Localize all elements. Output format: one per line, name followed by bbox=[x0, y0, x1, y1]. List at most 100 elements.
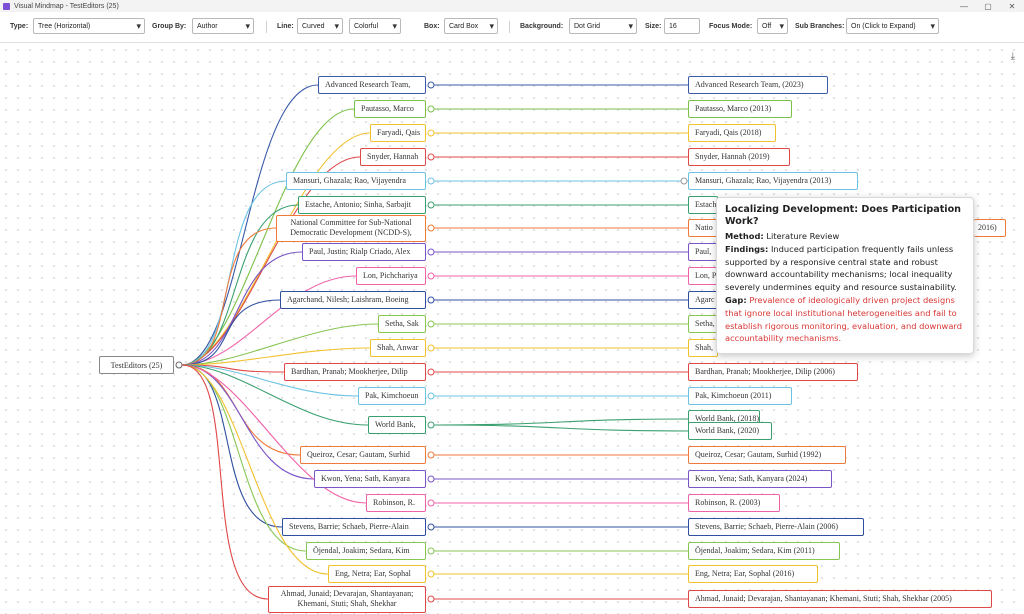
size-input[interactable]: 16 bbox=[664, 18, 700, 34]
group-node[interactable]: Bardhan, Pranab; Mookherjee, Dilip bbox=[284, 363, 426, 381]
child-node[interactable]: Advanced Research Team, (2023) bbox=[688, 76, 828, 94]
mindmap-canvas[interactable]: ⤓ TestEditors (25) Advanced Research Tea… bbox=[0, 44, 1024, 614]
group-node[interactable]: Stevens, Barrie; Schaeb, Pierre-Alain bbox=[282, 518, 426, 536]
child-node[interactable]: Snyder, Hannah (2019) bbox=[688, 148, 790, 166]
background-select[interactable]: Dot Grid bbox=[569, 18, 637, 34]
expand-handle[interactable] bbox=[427, 177, 435, 185]
tooltip-gap: Gap: Prevalence of ideologically driven … bbox=[725, 294, 962, 344]
expand-handle[interactable] bbox=[427, 523, 435, 531]
child-node[interactable]: Robinson, R. (2003) bbox=[688, 494, 780, 512]
expand-handle[interactable] bbox=[427, 595, 435, 603]
group-node[interactable]: Pak, Kimchoeun bbox=[358, 387, 426, 405]
expand-handle[interactable] bbox=[427, 570, 435, 578]
child-node[interactable]: Ahmad, Junaid; Devarajan, Shantayanan; K… bbox=[688, 590, 992, 608]
group-node[interactable]: Lon, Pichchariya bbox=[356, 267, 426, 285]
group-node[interactable]: Mansuri, Ghazala; Rao, Vijayendra bbox=[286, 172, 426, 190]
expand-handle[interactable] bbox=[427, 451, 435, 459]
expand-handle[interactable] bbox=[680, 177, 688, 185]
group-node[interactable]: Shah, Anwar bbox=[370, 339, 426, 357]
child-node[interactable]: 2016) bbox=[974, 219, 1006, 237]
toolbar-separator bbox=[266, 21, 267, 33]
child-node[interactable]: Bardhan, Pranab; Mookherjee, Dilip (2006… bbox=[688, 363, 858, 381]
child-node[interactable]: Faryadi, Qais (2018) bbox=[688, 124, 776, 142]
tooltip-method: Method: Literature Review bbox=[725, 231, 840, 241]
group-node[interactable]: Pautasso, Marco bbox=[354, 100, 426, 118]
link-line bbox=[181, 364, 367, 504]
child-node[interactable]: Pak, Kimchoeun (2011) bbox=[688, 387, 792, 405]
expand-handle[interactable] bbox=[427, 296, 435, 304]
expand-handle[interactable] bbox=[427, 368, 435, 376]
link-line bbox=[181, 323, 379, 366]
root-node[interactable]: TestEditors (25) bbox=[99, 356, 174, 374]
link-line bbox=[181, 364, 329, 575]
focus-mode-select[interactable]: Off bbox=[757, 18, 788, 34]
child-node[interactable]: Kwon, Yena; Sath, Kanyara (2024) bbox=[688, 470, 832, 488]
child-node[interactable]: Öjendal, Joakim; Sedara, Kim (2011) bbox=[688, 542, 840, 560]
expand-handle[interactable] bbox=[427, 320, 435, 328]
child-node[interactable]: World Bank, (2020) bbox=[688, 422, 772, 440]
link-line bbox=[433, 424, 689, 432]
group-node[interactable]: Faryadi, Qais bbox=[370, 124, 426, 142]
group-node[interactable]: Kwon, Yena; Sath, Kanyara bbox=[314, 470, 426, 488]
child-node[interactable]: Paul, bbox=[688, 243, 718, 261]
tooltip-title: Localizing Development: Does Participati… bbox=[725, 204, 962, 227]
minimize-button[interactable]: — bbox=[960, 1, 968, 11]
expand-handle[interactable] bbox=[427, 153, 435, 161]
line-color-select[interactable]: Colorful bbox=[349, 18, 401, 34]
link-line bbox=[181, 251, 303, 366]
close-button[interactable]: ✕ bbox=[1008, 1, 1016, 11]
child-node[interactable]: Natio bbox=[688, 219, 718, 237]
box-select[interactable]: Card Box bbox=[444, 18, 498, 34]
toolbar: Type: Tree (Horizontal) Group By: Author… bbox=[0, 12, 1024, 43]
group-node[interactable]: Öjendal, Joakim; Sedara, Kim bbox=[306, 542, 426, 560]
group-node[interactable]: Robinson, R. bbox=[366, 494, 426, 512]
type-label: Type: bbox=[10, 23, 29, 30]
child-node[interactable]: Eng, Netra; Ear, Sophal (2016) bbox=[688, 565, 818, 583]
expand-handle[interactable] bbox=[427, 81, 435, 89]
type-select[interactable]: Tree (Horizontal) bbox=[33, 18, 145, 34]
group-by-label: Group By: bbox=[152, 23, 187, 30]
expand-handle[interactable] bbox=[427, 248, 435, 256]
child-node[interactable]: Pautasso, Marco (2013) bbox=[688, 100, 792, 118]
download-icon[interactable]: ⤓ bbox=[1010, 51, 1015, 62]
app-icon bbox=[3, 2, 10, 10]
expand-handle[interactable] bbox=[427, 547, 435, 555]
group-node[interactable]: World Bank, bbox=[368, 416, 426, 434]
expand-handle[interactable] bbox=[427, 475, 435, 483]
expand-handle[interactable] bbox=[427, 392, 435, 400]
group-node[interactable]: Setha, Sak bbox=[378, 315, 426, 333]
group-node[interactable]: Paul, Justin; Rialp Criado, Alex bbox=[302, 243, 426, 261]
expand-handle[interactable] bbox=[427, 201, 435, 209]
restore-button[interactable]: ▢ bbox=[984, 1, 992, 11]
line-label: Line: bbox=[277, 23, 294, 30]
group-node[interactable]: Agarchand, Nilesh; Laishram, Boeing bbox=[280, 291, 426, 309]
child-node[interactable]: Stevens, Barrie; Schaeb, Pierre-Alain (2… bbox=[688, 518, 864, 536]
child-node[interactable]: Mansuri, Ghazala; Rao, Vijayendra (2013) bbox=[688, 172, 858, 190]
group-node[interactable]: Queiroz, Cesar; Gautam, Surhid bbox=[300, 446, 426, 464]
link-line bbox=[433, 418, 689, 426]
group-node[interactable]: Estache, Antonio; Sinha, Sarbajit bbox=[298, 196, 426, 214]
group-by-select[interactable]: Author bbox=[192, 18, 254, 34]
child-node[interactable]: Lon, P bbox=[688, 267, 718, 285]
expand-handle[interactable] bbox=[427, 105, 435, 113]
expand-handle[interactable] bbox=[427, 344, 435, 352]
expand-handle[interactable] bbox=[427, 224, 435, 232]
expand-handle[interactable] bbox=[427, 499, 435, 507]
sub-branches-select[interactable]: On (Click to Expand) bbox=[846, 18, 939, 34]
expand-handle[interactable] bbox=[427, 272, 435, 280]
child-node[interactable]: Shah, bbox=[688, 339, 718, 357]
group-node[interactable]: Eng, Netra; Ear, Sophal bbox=[328, 565, 426, 583]
group-node[interactable]: Snyder, Hannah bbox=[360, 148, 426, 166]
child-node[interactable]: Queiroz, Cesar; Gautam, Surhid (1992) bbox=[688, 446, 846, 464]
group-node[interactable]: Ahmad, Junaid; Devarajan, Shantayanan; K… bbox=[268, 585, 426, 613]
sub-branches-label: Sub Branches: bbox=[795, 23, 845, 30]
expand-handle[interactable] bbox=[427, 129, 435, 137]
group-node[interactable]: National Committee for Sub-National Demo… bbox=[276, 214, 426, 242]
child-node[interactable]: Estach bbox=[688, 196, 718, 214]
child-node[interactable]: Agarc bbox=[688, 291, 718, 309]
expand-handle[interactable] bbox=[175, 361, 183, 369]
child-node[interactable]: Setha, bbox=[688, 315, 718, 333]
expand-handle[interactable] bbox=[427, 421, 435, 429]
line-select[interactable]: Curved bbox=[297, 18, 343, 34]
group-node[interactable]: Advanced Research Team, bbox=[318, 76, 426, 94]
